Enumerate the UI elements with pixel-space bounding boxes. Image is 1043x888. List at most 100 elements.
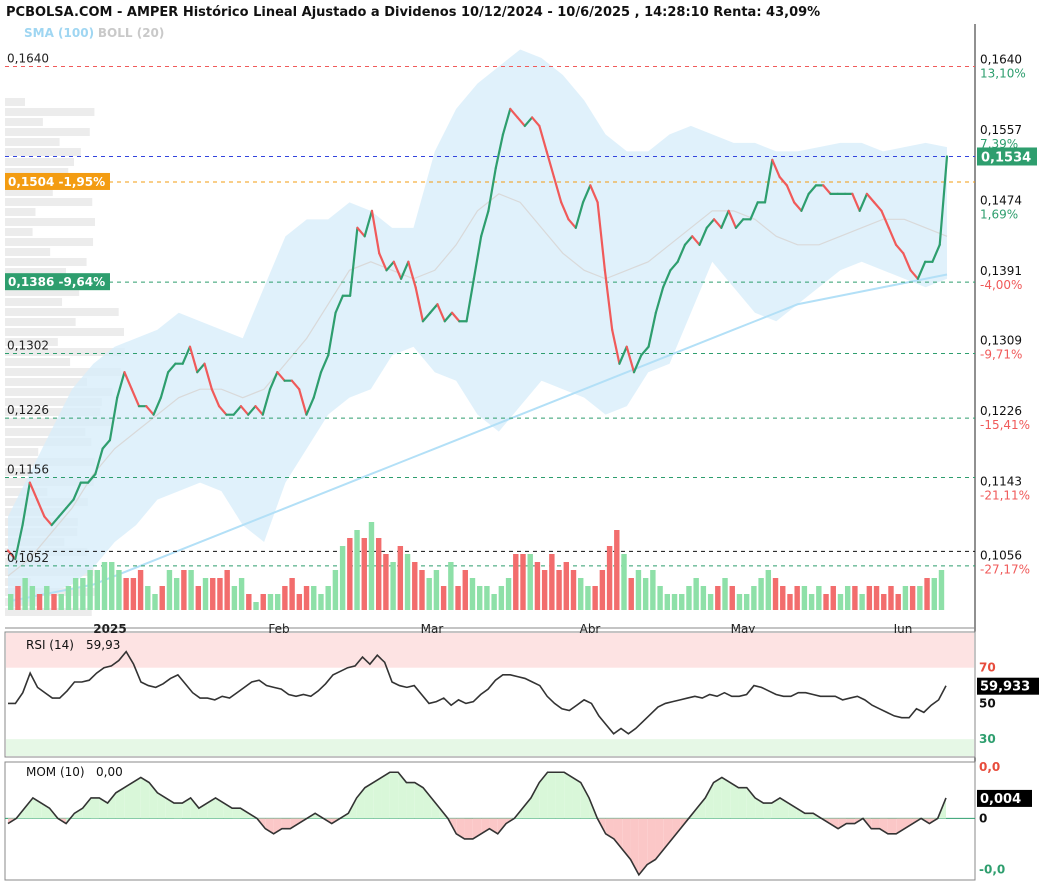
- price-segment: [800, 192, 810, 212]
- price-segment: [487, 167, 497, 212]
- price-segment: [727, 209, 738, 229]
- volume-bar: [448, 562, 454, 610]
- volume-bar: [477, 586, 483, 610]
- price-segment: [698, 226, 708, 246]
- price-segment: [363, 209, 374, 238]
- volume-profile-bar: [5, 108, 95, 116]
- volume-bar: [15, 586, 21, 610]
- mom-fill: [530, 782, 540, 819]
- price-segment: [210, 388, 221, 408]
- volume-profile-bar: [5, 158, 74, 166]
- mom-fill: [140, 777, 150, 819]
- volume-bar: [202, 578, 209, 610]
- volume-bar: [282, 586, 288, 610]
- price-segment: [188, 345, 199, 374]
- right-pct-label: 13,10%: [980, 66, 1026, 80]
- x-tick-label: May: [731, 622, 756, 636]
- mom-fill: [389, 772, 399, 819]
- right-tick-label: 0,1557: [980, 123, 1022, 137]
- volume-profile-bar: [5, 408, 101, 416]
- volume-profile-bar: [5, 608, 92, 616]
- price-segment: [36, 498, 46, 518]
- mom-fill: [896, 818, 905, 834]
- mom-fill: [414, 782, 424, 819]
- volume-bar: [585, 586, 591, 610]
- volume-bar: [130, 578, 137, 610]
- volume-bar: [743, 594, 750, 610]
- price-segment: [865, 192, 876, 204]
- volume-profile-bar: [5, 138, 60, 146]
- mom-fill: [107, 792, 116, 819]
- rsi-tick-label: 50: [979, 696, 996, 710]
- volume-bar: [679, 594, 685, 610]
- mom-fill: [838, 818, 847, 829]
- price-segment: [691, 235, 701, 246]
- price-segment: [472, 235, 483, 280]
- volume-bar: [94, 570, 100, 610]
- volume-profile-bar: [5, 308, 119, 316]
- x-tick-label: Mar: [421, 622, 444, 636]
- price-segment: [574, 201, 585, 229]
- mom-fill: [74, 808, 83, 819]
- volume-bar: [217, 578, 223, 610]
- mom-fill: [605, 818, 614, 839]
- volume-bar: [109, 562, 115, 610]
- mom-fill: [32, 797, 42, 819]
- mom-fill: [207, 797, 216, 819]
- price-segment: [909, 269, 919, 280]
- volume-bar: [621, 554, 627, 610]
- price-segment: [65, 498, 75, 510]
- volume-bar: [801, 586, 808, 610]
- price-segment: [421, 311, 432, 323]
- left-tick-label: 0,1052: [7, 551, 49, 565]
- volume-bar: [592, 586, 598, 610]
- mom-fill: [655, 818, 664, 860]
- mom-fill: [381, 772, 390, 819]
- price-segment: [203, 362, 213, 391]
- volume-profile-bar: [5, 378, 88, 386]
- price-marker-label: 0,1386 -9,64%: [8, 275, 105, 289]
- price-segment: [108, 396, 119, 442]
- price-segment: [145, 405, 155, 416]
- volume-profile-bar: [5, 468, 30, 476]
- volume-profile-bar: [5, 348, 125, 356]
- volume-bar: [866, 586, 873, 610]
- right-pct-label: 1,69%: [980, 207, 1018, 221]
- mom-panel-frame: [4, 761, 976, 881]
- volume-bar: [715, 586, 721, 610]
- price-segment: [807, 184, 818, 195]
- mom-fill: [398, 772, 407, 819]
- volume-bar: [260, 594, 266, 610]
- price-segment: [858, 192, 869, 212]
- price-segment: [793, 201, 803, 212]
- price-segment: [450, 311, 461, 323]
- mom-fill: [165, 797, 175, 819]
- volume-bar: [29, 586, 36, 610]
- price-segment: [516, 116, 526, 128]
- price-segment: [480, 209, 490, 238]
- volume-bar: [318, 594, 324, 610]
- price-segment: [822, 184, 832, 195]
- volume-bar: [354, 530, 360, 610]
- volume-bar: [895, 594, 901, 610]
- rsi-overbought-zone: [6, 633, 974, 668]
- volume-bar: [80, 578, 86, 610]
- price-segment: [749, 201, 759, 221]
- boll-legend: BOLL (20): [97, 26, 165, 40]
- volume-bar: [137, 570, 144, 610]
- mom-current-label: 0,004: [980, 792, 1021, 807]
- price-segment: [931, 243, 941, 263]
- price-segment: [370, 209, 381, 255]
- volume-bar: [404, 554, 411, 610]
- price-segment: [57, 506, 68, 518]
- volume-profile-bar: [5, 208, 36, 216]
- volume-bar: [123, 578, 129, 610]
- volume-bar: [246, 594, 252, 610]
- price-segment: [611, 328, 621, 365]
- mom-fill: [738, 787, 747, 819]
- price-segment: [123, 371, 133, 391]
- volume-bar: [527, 554, 533, 610]
- volume-bar: [339, 546, 346, 610]
- price-segment: [873, 201, 883, 212]
- volume-bar: [902, 586, 909, 610]
